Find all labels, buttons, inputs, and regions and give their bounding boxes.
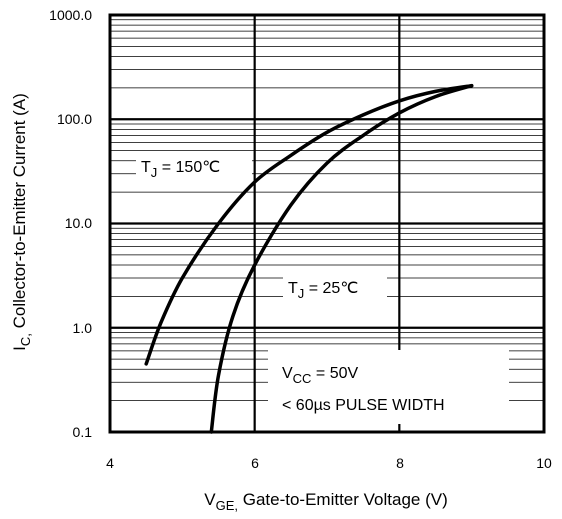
y-tick-labels: 0.1 1.0 10.0 100.0 1000.0 [49,7,92,440]
y-tick-label: 100.0 [57,111,92,127]
series-line-tj-25 [209,83,474,434]
grid [110,15,544,432]
series-line-tj-150 [144,83,474,366]
x-tick-label: 8 [396,455,404,471]
series-label-25-bg [283,274,387,300]
x-tick-label: 6 [251,455,259,471]
y-axis-title: IC, Collector-to-Emitter Current (A) [10,93,33,351]
series-label-150: TJ = 150℃ [141,159,220,180]
conditions-line-2: < 60µs PULSE WIDTH [282,397,445,414]
x-tick-label: 4 [106,455,114,471]
y-tick-label: 10.0 [65,215,92,231]
x-tick-labels: 4 6 8 10 [106,455,552,471]
y-tick-label: 1.0 [73,320,93,336]
series-label-25: TJ = 25℃ [288,280,358,301]
y-tick-label: 0.1 [73,424,93,440]
x-tick-label: 10 [536,455,552,471]
x-axis-title: VGE, Gate-to-Emitter Voltage (V) [204,490,448,513]
plot-frame [108,13,546,434]
conditions-line-1: VCC = 50V [282,365,358,386]
series-curves [144,83,474,434]
conditions-box [268,350,509,424]
series-label-150-bg [136,152,252,178]
y-tick-label: 1000.0 [49,7,92,23]
